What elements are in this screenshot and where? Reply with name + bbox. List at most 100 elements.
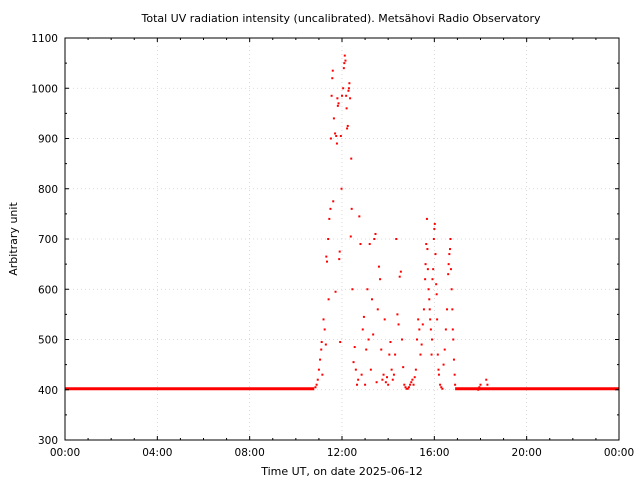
data-point [428,308,431,311]
data-point [324,343,327,346]
data-point [421,323,424,326]
data-point [372,333,375,336]
data-point [454,383,457,386]
x-tick-label: 08:00 [235,447,265,459]
data-point [391,378,394,381]
data-point [329,137,332,140]
data-point [424,263,427,266]
y-tick-label: 300 [38,435,58,447]
data-point [334,132,337,135]
data-point [328,217,331,220]
data-point [432,268,435,271]
data-point [402,366,405,369]
data-point [396,313,399,316]
data-point [392,373,395,376]
data-point [417,318,420,321]
data-point [321,373,324,376]
data-point [401,338,404,341]
data-point [357,378,360,381]
data-point [403,383,406,386]
data-point [320,341,323,344]
x-tick-label: 04:00 [142,447,172,459]
data-point [425,217,428,220]
data-point [449,248,452,251]
data-point [412,383,415,386]
data-point [429,318,432,321]
data-point [377,265,380,268]
data-point [410,381,413,384]
data-point [316,378,319,381]
data-point [388,353,391,356]
data-point [436,318,439,321]
data-point [426,248,429,251]
data-point [436,353,439,356]
data-point [359,243,362,246]
data-point [329,207,332,210]
data-point [450,288,453,291]
data-point [338,250,341,253]
data-point [354,368,357,371]
data-point [317,368,320,371]
data-point [335,142,338,145]
data-point [342,67,345,70]
grid-lines [65,38,619,440]
data-point [349,97,352,100]
data-point [446,308,449,311]
data-point [441,387,444,390]
data-point [477,388,480,391]
data-point [343,54,346,57]
data-point [314,386,317,389]
data-point [451,308,454,311]
data-point [347,87,350,90]
data-point [336,104,339,107]
data-point [336,97,339,100]
y-tick-label: 800 [38,184,58,196]
data-point [395,238,398,240]
data-point [353,346,356,349]
y-tick-label: 600 [38,284,58,296]
data-point [418,328,421,331]
data-point [371,298,374,301]
data-points [65,54,619,391]
data-point [331,69,334,72]
data-point [362,315,365,318]
data-point [368,243,371,246]
data-point [430,353,433,356]
data-point [345,107,348,110]
data-point [394,353,397,356]
data-point [426,268,429,271]
data-point [348,82,351,85]
data-point [449,238,452,240]
data-point [346,127,349,130]
data-point [478,386,481,389]
y-axis-title: Arbitrary unit [7,202,20,276]
data-point [327,238,330,240]
data-point [349,235,352,238]
x-tick-label: 12:00 [327,447,357,459]
y-tick-label: 500 [38,335,58,347]
data-point [435,283,438,286]
data-point [382,373,385,376]
data-point [361,328,364,331]
y-tick-label: 1100 [31,33,58,45]
data-point [373,238,376,240]
data-point [345,94,348,97]
y-tick-label: 1000 [31,83,58,95]
data-point [342,87,345,90]
data-point [409,383,412,386]
data-point [322,318,325,321]
data-point [374,232,377,235]
data-point [360,373,363,376]
data-point [358,215,361,218]
data-point [398,275,401,278]
data-point [351,288,354,291]
data-point [429,328,432,331]
y-tick-label: 900 [38,134,58,146]
data-point [413,376,416,379]
data-point [338,258,341,261]
data-point [320,348,323,351]
data-point [369,368,372,371]
data-point [386,376,389,379]
data-point [411,378,414,381]
